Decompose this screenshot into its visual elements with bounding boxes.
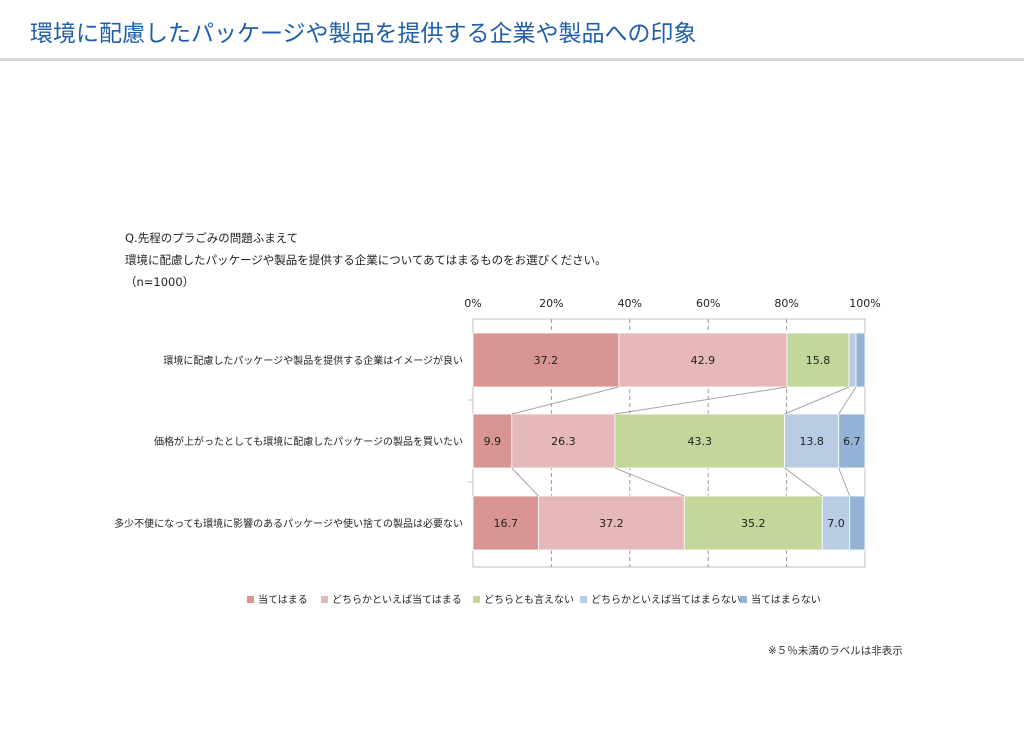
bar-segment (511, 413, 616, 469)
x-tick-label: 80% (774, 297, 798, 310)
series-line (838, 467, 851, 497)
series-line (838, 386, 857, 415)
data-label: 15.8 (806, 354, 831, 367)
legend-swatch (740, 596, 747, 603)
bar-segment (538, 495, 685, 551)
data-label: 26.3 (551, 435, 576, 448)
series-line (511, 467, 539, 497)
series-line (614, 386, 788, 415)
data-label: 35.2 (741, 517, 766, 530)
footnote: ※５％未満のラベルは非表示 (768, 645, 903, 657)
category-label: 多少不便になっても環境に影響のあるパッケージや使い捨ての製品は必要ない (114, 517, 463, 530)
data-label: 37.2 (534, 354, 559, 367)
legend-swatch (473, 596, 480, 603)
page-title: 環境に配慮したパッケージや製品を提供する企業や製品への印象 (30, 21, 697, 47)
x-tick-label: 0% (464, 297, 481, 310)
legend-swatch (247, 596, 254, 603)
series-line (614, 467, 685, 497)
legend-swatch (580, 596, 587, 603)
series-line (784, 467, 823, 497)
legend-label: どちらとも言えない (484, 593, 574, 606)
x-tick-label: 100% (849, 297, 880, 310)
x-tick-label: 60% (696, 297, 720, 310)
bar-segment (786, 332, 850, 388)
x-tick-label: 20% (539, 297, 563, 310)
data-label: 6.7 (843, 435, 861, 448)
data-label: 43.3 (688, 435, 713, 448)
category-label: 価格が上がったとしても環境に配慮したパッケージの製品を買いたい (154, 435, 463, 448)
bar-segment (472, 413, 513, 469)
data-label: 37.2 (599, 517, 624, 530)
x-tick-label: 40% (618, 297, 642, 310)
data-label: 16.7 (493, 517, 518, 530)
series-line (784, 386, 850, 415)
question-instruction: 環境に配慮したパッケージや製品を提供する企業についてあてはまるものをお選びくださ… (125, 253, 607, 267)
series-line (511, 386, 619, 415)
bar-segment (784, 413, 840, 469)
legend-label: 当てはまる (258, 593, 308, 606)
category-label: 環境に配慮したパッケージや製品を提供する企業はイメージが良い (163, 354, 463, 367)
data-label: 13.8 (799, 435, 824, 448)
legend-label: 当てはまらない (751, 593, 821, 606)
bar-segment (614, 413, 786, 469)
bar-segment (848, 332, 857, 388)
data-label: 7.0 (827, 517, 845, 530)
data-label: 9.9 (484, 435, 502, 448)
bar-segment (855, 332, 866, 388)
legend-swatch (321, 596, 328, 603)
data-label: 42.9 (691, 354, 716, 367)
bar-segment (618, 332, 788, 388)
legend-label: どちらかといえば当てはまらない (591, 593, 741, 606)
bar-segment (472, 332, 620, 388)
bar-segment (838, 413, 866, 469)
question-text: Q.先程のプラごみの問題ふまえて (125, 231, 299, 245)
legend-label: どちらかといえば当てはまる (332, 593, 462, 606)
title-divider (0, 58, 1024, 61)
bar-segment (849, 495, 866, 551)
bar-segment (472, 495, 539, 551)
sample-size: （n=1000） (125, 275, 195, 289)
bar-segment (683, 495, 823, 551)
